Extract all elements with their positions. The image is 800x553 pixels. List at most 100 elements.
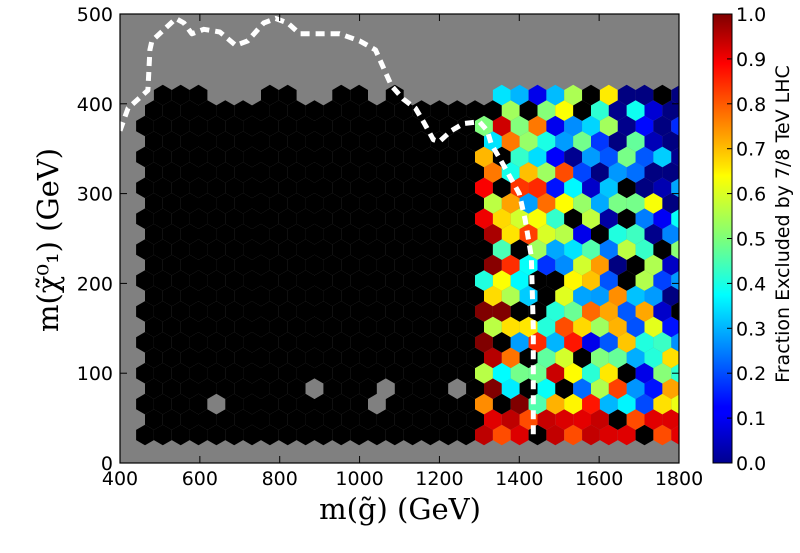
- hex-cell: [412, 285, 431, 307]
- hex-cell: [296, 362, 315, 384]
- hex-cell: [198, 193, 217, 214]
- hex-cell: [180, 193, 199, 214]
- hex-cell: [564, 424, 583, 446]
- hex-cell: [207, 146, 226, 168]
- hex-cell: [546, 115, 565, 137]
- hex-cell: [466, 131, 484, 152]
- x-tick-label: 400: [102, 468, 138, 490]
- hex-cell: [252, 193, 270, 214]
- hex-cell: [626, 223, 645, 245]
- hex-cell: [368, 362, 386, 384]
- hex-cell: [225, 239, 244, 260]
- hex-cell: [207, 332, 226, 353]
- hex-cell: [484, 100, 502, 121]
- hex-cell: [162, 162, 181, 183]
- hex-cell: [332, 146, 351, 168]
- hex-cell: [617, 424, 636, 446]
- hex-cell: [608, 378, 627, 399]
- hex-cell: [644, 100, 663, 121]
- hex-cell: [314, 424, 333, 446]
- hex-cell: [287, 378, 306, 399]
- hex-cell: [385, 115, 404, 137]
- hex-cell: [216, 100, 235, 121]
- hex-cell: [252, 347, 270, 369]
- hex-cell: [501, 409, 520, 430]
- hex-cell: [484, 316, 502, 338]
- hex-cell: [555, 223, 574, 245]
- hex-cell: [394, 223, 413, 245]
- hex-cell: [591, 254, 609, 276]
- hex-cell: [145, 316, 163, 338]
- hex-cell: [403, 177, 422, 199]
- x-tick-label: 1200: [415, 468, 463, 490]
- hex-cell: [635, 270, 654, 291]
- hex-cell: [216, 378, 235, 399]
- hex-cell: [234, 193, 252, 214]
- hex-cell: [653, 146, 672, 168]
- hex-cell: [448, 316, 467, 338]
- hex-cell: [305, 316, 324, 338]
- hex-cell: [430, 223, 449, 245]
- hex-cell: [599, 393, 618, 415]
- hex-cell: [180, 131, 199, 152]
- hex-cell: [225, 146, 244, 168]
- colorbar-tick-label: 0.4: [736, 273, 766, 295]
- hex-cell: [430, 347, 449, 369]
- hex-cell: [439, 393, 458, 415]
- hex-cell: [671, 147, 679, 167]
- hex-cell: [278, 332, 297, 353]
- hex-cell: [635, 84, 654, 106]
- hex-cell: [510, 270, 529, 291]
- hex-cell: [305, 162, 324, 183]
- hex-cell: [145, 100, 163, 121]
- hex-cell: [180, 378, 199, 399]
- hex-cell: [599, 146, 618, 168]
- hex-cell: [296, 332, 315, 353]
- hex-cell: [234, 100, 252, 121]
- hex-cell: [430, 316, 449, 338]
- hex-cell: [662, 193, 679, 214]
- hex-cell: [269, 285, 288, 307]
- colorbar-label: Fraction Excluded by 7/8 TeV LHC: [772, 65, 794, 383]
- hex-cell: [617, 208, 636, 229]
- hex-cell: [564, 146, 583, 168]
- hex-cell: [198, 285, 217, 307]
- hex-cell: [528, 115, 547, 137]
- hex-cell: [171, 146, 190, 168]
- hex-cell: [519, 100, 538, 121]
- hex-cell: [608, 254, 627, 276]
- hex-cell: [635, 146, 654, 168]
- hex-cell: [591, 131, 609, 152]
- hex-cell: [599, 84, 618, 106]
- hex-cell: [439, 146, 458, 168]
- hex-cell: [653, 424, 672, 446]
- hex-cell: [136, 177, 154, 199]
- hex-cell: [448, 378, 467, 399]
- hex-cell: [608, 285, 627, 307]
- hex-cell: [171, 424, 190, 446]
- hex-cell: [644, 285, 663, 307]
- hex-cell: [207, 239, 226, 260]
- hex-cell: [403, 301, 422, 322]
- hex-cell: [457, 424, 475, 446]
- hex-cell: [323, 285, 342, 307]
- hex-cell: [234, 409, 252, 430]
- hex-cell: [662, 223, 679, 245]
- hex-cell: [162, 100, 181, 121]
- hex-cell: [644, 347, 663, 369]
- hex-cell: [287, 409, 306, 430]
- hex-cell: [278, 84, 297, 106]
- hex-cell: [546, 177, 565, 199]
- hex-cell: [243, 301, 261, 322]
- hex-cell: [626, 131, 645, 152]
- hex-cell: [385, 146, 404, 168]
- hex-cell: [385, 393, 404, 415]
- hex-cell: [341, 285, 360, 307]
- hex-cell: [368, 424, 386, 446]
- hex-cell: [421, 393, 440, 415]
- hex-cell: [171, 239, 190, 260]
- hex-cell: [546, 332, 565, 353]
- colorbar-tick-label: 0.0: [736, 453, 766, 475]
- hex-cell: [162, 193, 181, 214]
- hex-cell: [546, 239, 565, 260]
